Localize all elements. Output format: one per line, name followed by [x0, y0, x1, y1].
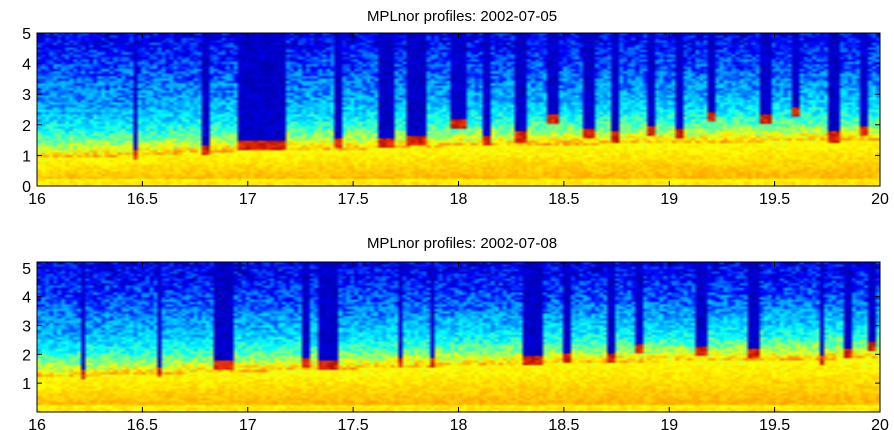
x-tick-label: 19.5 [759, 417, 790, 430]
x-tick-label: 16.5 [127, 191, 158, 208]
y-tick-label: 2 [22, 118, 31, 135]
x-tick-label: 20 [871, 417, 889, 430]
y-tick-label: 4 [22, 57, 31, 74]
x-tick-label: 19.5 [759, 191, 790, 208]
chart-panel-2: MPLnor profiles: 2002-07-08 16 16.5 17 17.5… [0, 215, 894, 430]
x-tick-label: 17 [239, 191, 257, 208]
x-tick-label: 16 [28, 191, 46, 208]
x-tick-label: 17 [239, 417, 257, 430]
x-tick-label: 19 [660, 417, 678, 430]
heatmap-2: 16 16.5 17 17.5 18 18.5 19 19.5 20 1 2 3 4 5 [22, 261, 889, 430]
x-tick-label: 16 [28, 417, 46, 430]
chart-title-2: MPLnor profiles: 2002-07-08 [366, 235, 558, 252]
x-tick-label: 19 [660, 191, 678, 208]
x-tick-label: 16.5 [127, 417, 158, 430]
heatmap-raster [37, 33, 880, 186]
heatmap-raster [37, 262, 880, 412]
heatmap-1: 16 16.5 17 17.5 18 18.5 19 19.5 20 0 1 2 3 4 5 [22, 26, 889, 208]
x-tick-label: 17.5 [338, 417, 369, 430]
x-tick-label: 18.5 [548, 417, 579, 430]
y-tick-label: 0 [22, 179, 31, 196]
x-tick-label: 18 [450, 191, 468, 208]
x-tick-label: 18.5 [548, 191, 579, 208]
y-tick-label: 2 [22, 347, 31, 364]
y-tick-label: 3 [22, 87, 31, 104]
y-tick-label: 4 [22, 290, 31, 307]
x-tick-label: 20 [871, 191, 889, 208]
x-tick-label: 17.5 [338, 191, 369, 208]
y-tick-label: 3 [22, 318, 31, 335]
y-tick-label: 1 [22, 376, 31, 393]
chart-panel-1: MPLnor profiles: 2002-07-05 16 16.5 17 17.5… [22, 8, 889, 208]
y-tick-label: 5 [22, 261, 31, 278]
y-tick-label: 5 [22, 26, 31, 43]
x-tick-label: 18 [450, 417, 468, 430]
chart-title-1: MPLnor profiles: 2002-07-05 [366, 8, 558, 25]
y-tick-label: 1 [22, 148, 31, 165]
